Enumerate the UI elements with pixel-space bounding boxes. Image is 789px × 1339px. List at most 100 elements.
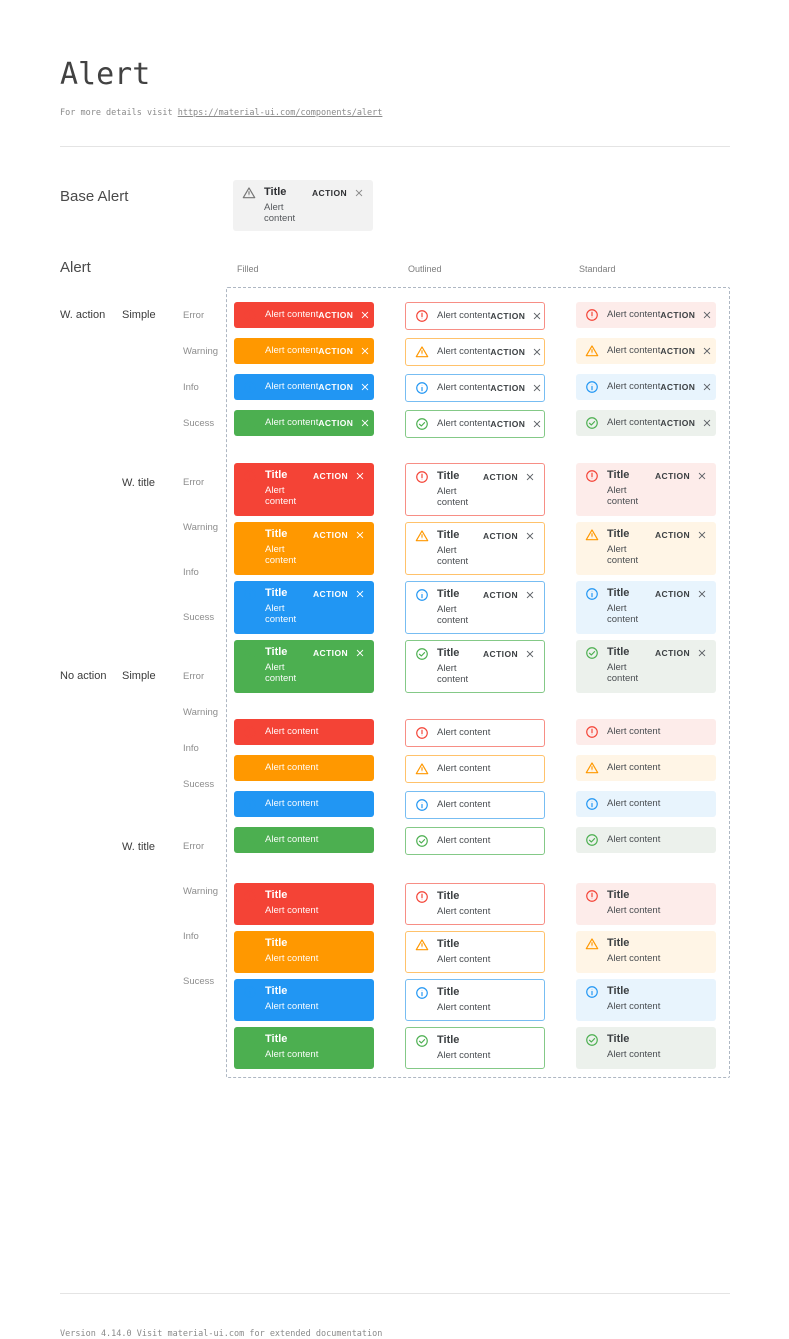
- close-icon[interactable]: [702, 346, 712, 356]
- close-icon[interactable]: [354, 188, 364, 198]
- warning-icon: [415, 939, 429, 951]
- success-icon: [416, 1035, 428, 1047]
- subtitle-link[interactable]: https://material-ui.com/components/alert: [177, 108, 383, 118]
- alert-content: Alert content: [265, 1049, 319, 1060]
- alert-content: Alert content: [265, 1001, 319, 1012]
- close-icon[interactable]: [360, 310, 370, 320]
- alert-content: Alert content: [437, 346, 491, 357]
- action-button[interactable]: ACTION: [318, 310, 354, 320]
- alert-body: Title Alert content: [265, 528, 313, 566]
- close-icon[interactable]: [532, 383, 542, 393]
- alert-row: Alert content Alert content Alert content: [234, 719, 716, 747]
- close-icon[interactable]: [360, 382, 370, 392]
- alert-grid-header: Alert Filled Outlined Standard: [60, 259, 730, 276]
- alert-filled-success-titled: Title Alert content ACTION: [234, 640, 374, 693]
- close-icon[interactable]: [702, 418, 712, 428]
- close-icon[interactable]: [697, 471, 707, 481]
- alert-content: Alert content: [437, 310, 491, 321]
- close-icon[interactable]: [525, 472, 535, 482]
- label-row: Info: [60, 553, 226, 592]
- action-button[interactable]: ACTION: [318, 418, 354, 428]
- action-button[interactable]: ACTION: [655, 648, 690, 658]
- action-button[interactable]: ACTION: [655, 589, 690, 599]
- alert-row: Alert content ACTION Alert content ACTION Al…: [234, 410, 716, 438]
- action-button[interactable]: ACTION: [490, 419, 526, 429]
- close-icon[interactable]: [360, 346, 370, 356]
- action-button[interactable]: ACTION: [490, 311, 526, 321]
- close-icon[interactable]: [702, 382, 712, 392]
- alert-title: Title: [607, 646, 630, 658]
- severity-label: Error: [183, 670, 205, 682]
- close-icon[interactable]: [532, 311, 542, 321]
- info-icon: [586, 986, 598, 998]
- style-label: Simple: [122, 670, 156, 682]
- action-button[interactable]: ACTION: [490, 347, 526, 357]
- action-button[interactable]: ACTION: [313, 648, 348, 658]
- alert-row: Title Alert content ACTION Title Alert conte…: [234, 581, 716, 634]
- alert-content: Alert content: [607, 762, 661, 773]
- alert-filled-success: Alert content ACTION: [234, 410, 374, 436]
- action-button[interactable]: ACTION: [660, 382, 696, 392]
- alert-standard-error-titled-no-action: Title Alert content: [576, 883, 716, 925]
- action-button[interactable]: ACTION: [318, 346, 354, 356]
- close-icon[interactable]: [532, 419, 542, 429]
- action-button[interactable]: ACTION: [312, 188, 347, 198]
- close-icon[interactable]: [360, 418, 370, 428]
- alert-filled-error-no-action: Alert content: [234, 719, 374, 745]
- alert-body: Title Alert content: [607, 937, 707, 964]
- action-button[interactable]: ACTION: [318, 382, 354, 392]
- alert-outlined-error-titled-no-action: Title Alert content: [405, 883, 545, 925]
- alert-standard-info-no-action: Alert content: [576, 791, 716, 817]
- warning-icon: [585, 762, 599, 774]
- alert-content: Alert content: [437, 418, 491, 429]
- action-button[interactable]: ACTION: [483, 531, 518, 541]
- action-button[interactable]: ACTION: [313, 471, 348, 481]
- action-button[interactable]: ACTION: [313, 530, 348, 540]
- success-icon: [416, 648, 428, 660]
- alert-row: Title Alert content Title Alert content Titl…: [234, 1027, 716, 1069]
- error-icon: [244, 470, 256, 482]
- close-icon[interactable]: [355, 648, 365, 658]
- action-button[interactable]: ACTION: [483, 472, 518, 482]
- action-button[interactable]: ACTION: [490, 383, 526, 393]
- close-icon[interactable]: [525, 649, 535, 659]
- action-button[interactable]: ACTION: [483, 590, 518, 600]
- label-group: W. title Error Warning Info Sucess: [60, 463, 226, 637]
- alert-filled-warning: Alert content ACTION: [234, 338, 374, 364]
- alert-actions: ACTION: [483, 590, 535, 600]
- action-button[interactable]: ACTION: [660, 346, 696, 356]
- close-icon[interactable]: [525, 590, 535, 600]
- action-button[interactable]: ACTION: [660, 418, 696, 428]
- label-row: Info: [60, 374, 226, 400]
- action-button[interactable]: ACTION: [660, 310, 696, 320]
- close-icon[interactable]: [355, 589, 365, 599]
- close-icon[interactable]: [355, 471, 365, 481]
- close-icon[interactable]: [697, 589, 707, 599]
- action-button[interactable]: ACTION: [655, 530, 690, 540]
- alert-filled-warning-titled-no-action: Title Alert content: [234, 931, 374, 973]
- close-icon[interactable]: [697, 648, 707, 658]
- action-button[interactable]: ACTION: [483, 649, 518, 659]
- alert-content: Alert content: [607, 417, 661, 428]
- style-label: W. title: [122, 476, 156, 489]
- info-icon: [416, 987, 428, 999]
- close-icon[interactable]: [355, 530, 365, 540]
- success-icon: [244, 834, 256, 846]
- alert-body: Title Alert content: [265, 937, 365, 964]
- alert-body: Title Alert content: [265, 646, 313, 684]
- close-icon[interactable]: [702, 310, 712, 320]
- alert-content: Alert content: [265, 345, 319, 356]
- action-button[interactable]: ACTION: [313, 589, 348, 599]
- close-icon[interactable]: [532, 347, 542, 357]
- alert-actions: ACTION: [660, 346, 712, 356]
- close-icon[interactable]: [697, 530, 707, 540]
- alert-title: Title: [607, 985, 630, 997]
- close-icon[interactable]: [525, 531, 535, 541]
- label-row: W. title Error: [60, 463, 226, 502]
- label-row: Warning: [60, 699, 226, 725]
- label-group: W. title Error Warning Info Sucess: [60, 827, 226, 1001]
- alert-actions: ACTION: [483, 472, 535, 482]
- alert-actions: ACTION: [313, 530, 365, 540]
- action-button[interactable]: ACTION: [655, 471, 690, 481]
- alert-standard-warning: Alert content ACTION: [576, 338, 716, 364]
